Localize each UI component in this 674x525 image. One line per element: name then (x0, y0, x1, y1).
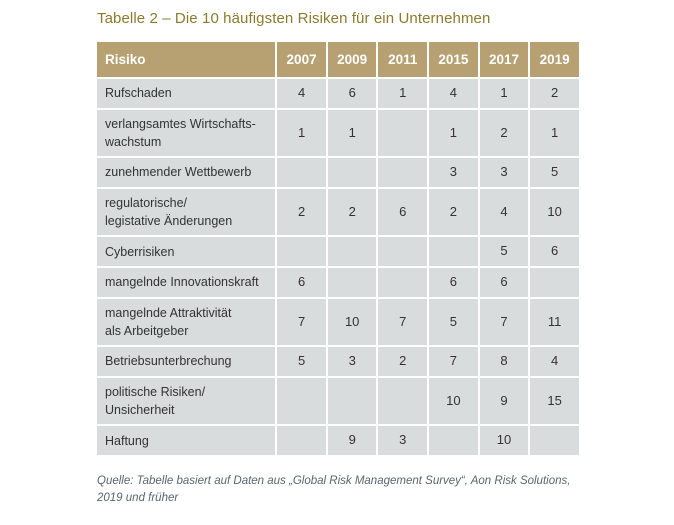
rank-value-cell (277, 426, 326, 456)
table-row: politische Risiken/ Unsicherheit 10 9 15 (97, 377, 579, 425)
rank-value-cell: 9 (327, 426, 377, 456)
column-header-year: 2017 (479, 42, 529, 77)
rank-value-cell: 2 (530, 79, 579, 108)
source-note: Quelle: Tabelle basiert auf Daten aus „G… (97, 475, 571, 505)
rank-value-cell (327, 158, 377, 187)
table-body: Rufschaden 4 6 1 4 1 2 verlangsamtes Wirtschaft… (97, 79, 579, 456)
column-header-year: 2019 (530, 42, 579, 77)
rank-value-cell: 4 (277, 79, 326, 108)
risk-label-cell: zunehmender Wettbewerb (97, 158, 276, 187)
risk-label-cell: politische Risiken/ Unsicherheit (97, 377, 276, 425)
column-header-year: 2007 (277, 42, 326, 77)
rank-value-cell: 10 (429, 377, 478, 425)
rank-value-cell: 10 (327, 298, 377, 346)
rank-value-cell (530, 426, 579, 456)
table-header-row: Risiko 2007 2009 2011 2015 2017 2019 (97, 42, 579, 77)
rank-value-cell (429, 237, 478, 267)
rank-value-cell: 3 (327, 347, 377, 376)
risk-table: Risiko 2007 2009 2011 2015 2017 2019 Rufschad… (95, 40, 581, 457)
rank-value-cell: 2 (429, 188, 478, 236)
rank-value-cell: 6 (479, 268, 529, 297)
risk-label-cell: regulatorische/ legistative Änderungen (97, 188, 276, 236)
rank-value-cell: 7 (479, 298, 529, 346)
risk-label-cell: mangelnde Attraktivität als Arbeitgeber (97, 298, 276, 346)
rank-value-cell: 1 (378, 79, 428, 108)
rank-value-cell: 2 (327, 188, 377, 236)
risk-label-cell: Rufschaden (97, 79, 276, 108)
rank-value-cell: 8 (479, 347, 529, 376)
rank-value-cell (378, 158, 428, 187)
rank-value-cell (429, 426, 478, 456)
rank-value-cell: 1 (429, 109, 478, 157)
rank-value-cell: 10 (479, 426, 529, 456)
rank-value-cell: 4 (479, 188, 529, 236)
risk-label-cell: Cyberrisiken (97, 237, 276, 267)
rank-value-cell: 7 (378, 298, 428, 346)
rank-value-cell (378, 377, 428, 425)
rank-value-cell: 7 (429, 347, 478, 376)
rank-value-cell: 6 (378, 188, 428, 236)
rank-value-cell (327, 237, 377, 267)
rank-value-cell: 1 (530, 109, 579, 157)
table-row: mangelnde Innovationskraft 6 6 6 (97, 268, 579, 297)
rank-value-cell: 5 (429, 298, 478, 346)
table-row: Betriebsunterbrechung 5 3 2 7 8 4 (97, 347, 579, 376)
document-page: Tabelle 2 – Die 10 häufigsten Risiken fü… (97, 10, 581, 508)
rank-value-cell: 3 (479, 158, 529, 187)
rank-value-cell: 1 (277, 109, 326, 157)
column-header-year: 2011 (378, 42, 428, 77)
table-row: zunehmender Wettbewerb 3 3 5 (97, 158, 579, 187)
rank-value-cell: 15 (530, 377, 579, 425)
rank-value-cell: 4 (429, 79, 478, 108)
rank-value-cell (277, 158, 326, 187)
rank-value-cell: 3 (378, 426, 428, 456)
rank-value-cell: 9 (479, 377, 529, 425)
risk-label-cell: mangelnde Innovationskraft (97, 268, 276, 297)
table-row: verlangsamtes Wirtschafts- wachstum 1 1 1 2 1 (97, 109, 579, 157)
rank-value-cell (378, 109, 428, 157)
rank-value-cell: 2 (378, 347, 428, 376)
rank-value-cell: 5 (277, 347, 326, 376)
rank-value-cell: 7 (277, 298, 326, 346)
rank-value-cell (277, 377, 326, 425)
column-header-year: 2015 (429, 42, 478, 77)
rank-value-cell: 2 (277, 188, 326, 236)
table-row: mangelnde Attraktivität als Arbeitgeber 7… (97, 298, 579, 346)
rank-value-cell: 6 (530, 237, 579, 267)
rank-value-cell: 6 (327, 79, 377, 108)
rank-value-cell: 10 (530, 188, 579, 236)
rank-value-cell: 1 (327, 109, 377, 157)
risk-label-cell: Betriebsunterbrechung (97, 347, 276, 376)
rank-value-cell: 6 (429, 268, 478, 297)
table-title: Tabelle 2 – Die 10 häufigsten Risiken fü… (97, 10, 491, 27)
risk-label-cell: Haftung (97, 426, 276, 456)
rank-value-cell (378, 268, 428, 297)
column-header-year: 2009 (327, 42, 377, 77)
rank-value-cell (378, 237, 428, 267)
rank-value-cell: 3 (429, 158, 478, 187)
table-row: regulatorische/ legistative Änderungen 2 2… (97, 188, 579, 236)
table-row: Cyberrisiken 5 6 (97, 237, 579, 267)
risk-label-cell: verlangsamtes Wirtschafts- wachstum (97, 109, 276, 157)
table-row: Rufschaden 4 6 1 4 1 2 (97, 79, 579, 108)
rank-value-cell: 6 (277, 268, 326, 297)
rank-value-cell: 11 (530, 298, 579, 346)
rank-value-cell: 5 (479, 237, 529, 267)
rank-value-cell (327, 268, 377, 297)
rank-value-cell: 5 (530, 158, 579, 187)
rank-value-cell (327, 377, 377, 425)
rank-value-cell: 4 (530, 347, 579, 376)
column-header-risiko: Risiko (97, 42, 276, 77)
table-row: Haftung 9 3 10 (97, 426, 579, 456)
rank-value-cell (530, 268, 579, 297)
rank-value-cell (277, 237, 326, 267)
rank-value-cell: 2 (479, 109, 529, 157)
rank-value-cell: 1 (479, 79, 529, 108)
